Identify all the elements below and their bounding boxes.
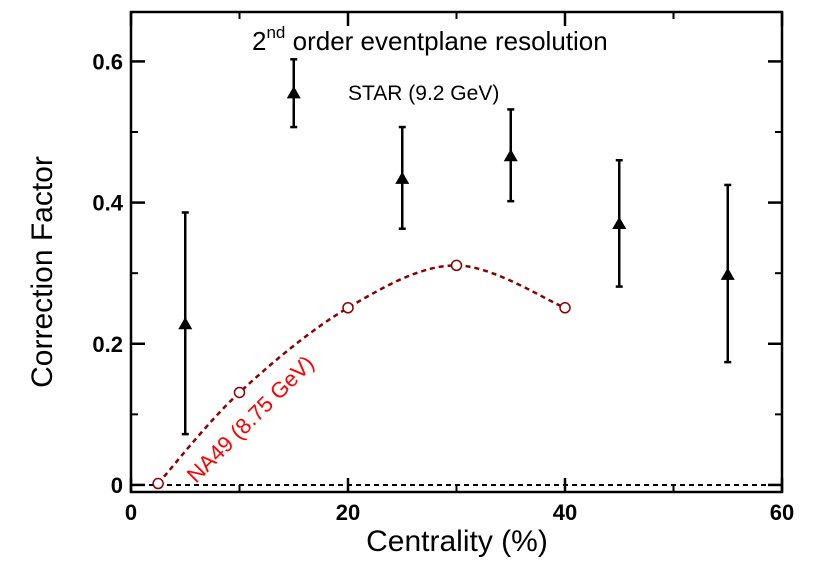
x-tick-label: 0 <box>125 500 137 525</box>
star-point <box>395 171 410 184</box>
na49-point <box>559 302 571 314</box>
star-point <box>720 267 735 280</box>
na49-markers <box>152 259 571 490</box>
y-tick-label: 0.2 <box>92 332 123 357</box>
y-axis-title: Correction Factor <box>26 156 59 388</box>
y-tick-labels: 0 0.2 0.4 0.6 <box>92 49 123 498</box>
title-rest: order eventplane resolution <box>285 26 607 56</box>
x-tick-label: 20 <box>336 500 360 525</box>
star-point <box>503 149 518 162</box>
y-tick-label: 0.4 <box>92 191 123 216</box>
x-tick-label: 60 <box>770 500 794 525</box>
plot-frame <box>129 10 784 494</box>
star-point <box>286 86 301 99</box>
x-axis-title: Centrality (%) <box>366 525 548 558</box>
na49-series-label: NA49 (8.75 GeV) <box>182 351 319 488</box>
na49-point <box>342 302 354 314</box>
title-main: 2 <box>252 26 266 56</box>
na49-fit-curve <box>157 264 566 485</box>
title-superscript: nd <box>266 23 285 42</box>
star-error-bars <box>181 58 732 436</box>
chart-title: 2nd order eventplane resolution <box>252 23 608 56</box>
na49-point <box>450 259 463 272</box>
y-tick-label: 0 <box>111 473 123 498</box>
na49-point <box>152 477 164 490</box>
star-markers <box>178 86 735 330</box>
x-tick-label: 40 <box>553 500 577 525</box>
x-tick-labels: 0 20 40 60 <box>125 500 794 525</box>
star-series-label: STAR (9.2 GeV) <box>348 82 499 105</box>
y-tick-label: 0.6 <box>92 49 123 74</box>
star-point <box>612 216 627 230</box>
na49-point <box>233 386 246 399</box>
star-point <box>178 317 193 330</box>
